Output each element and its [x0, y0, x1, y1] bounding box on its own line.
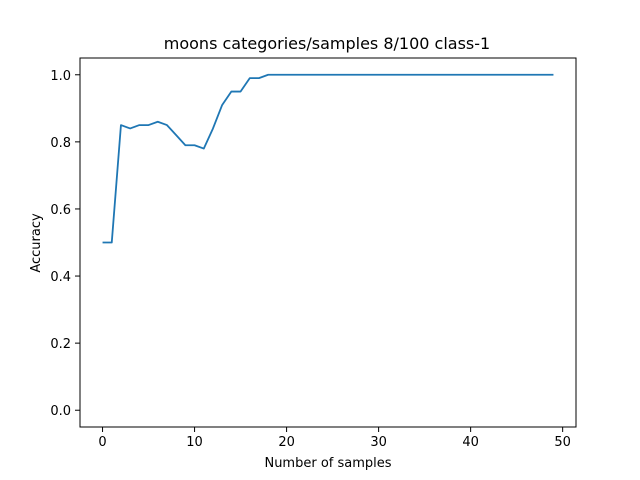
- x-axis-ticks: 0 10 20 30 40 50: [98, 427, 571, 450]
- x-tick-label: 20: [278, 435, 295, 450]
- x-tick-label: 50: [554, 435, 571, 450]
- y-axis-ticks: 0.0 0.2 0.4 0.6 0.8 1.0: [50, 69, 80, 419]
- plot-area: [102, 73, 554, 244]
- y-tick-label: 0.2: [50, 337, 71, 352]
- x-tick-label: 10: [186, 435, 203, 450]
- chart-title: moons categories/samples 8/100 class-1: [164, 34, 490, 53]
- y-tick-label: 0.0: [50, 404, 71, 419]
- x-tick-label: 0: [98, 435, 106, 450]
- y-tick-label: 1.0: [50, 69, 71, 84]
- x-tick-label: 30: [370, 435, 387, 450]
- y-tick-label: 0.6: [50, 203, 71, 218]
- series-line-accuracy: [102, 73, 554, 244]
- y-tick-label: 0.4: [50, 270, 71, 285]
- y-axis-label: Accuracy: [29, 213, 44, 273]
- axes-frame: [79, 57, 577, 428]
- x-tick-label: 40: [462, 435, 479, 450]
- y-tick-label: 0.8: [50, 136, 71, 151]
- x-axis-label: Number of samples: [264, 456, 391, 471]
